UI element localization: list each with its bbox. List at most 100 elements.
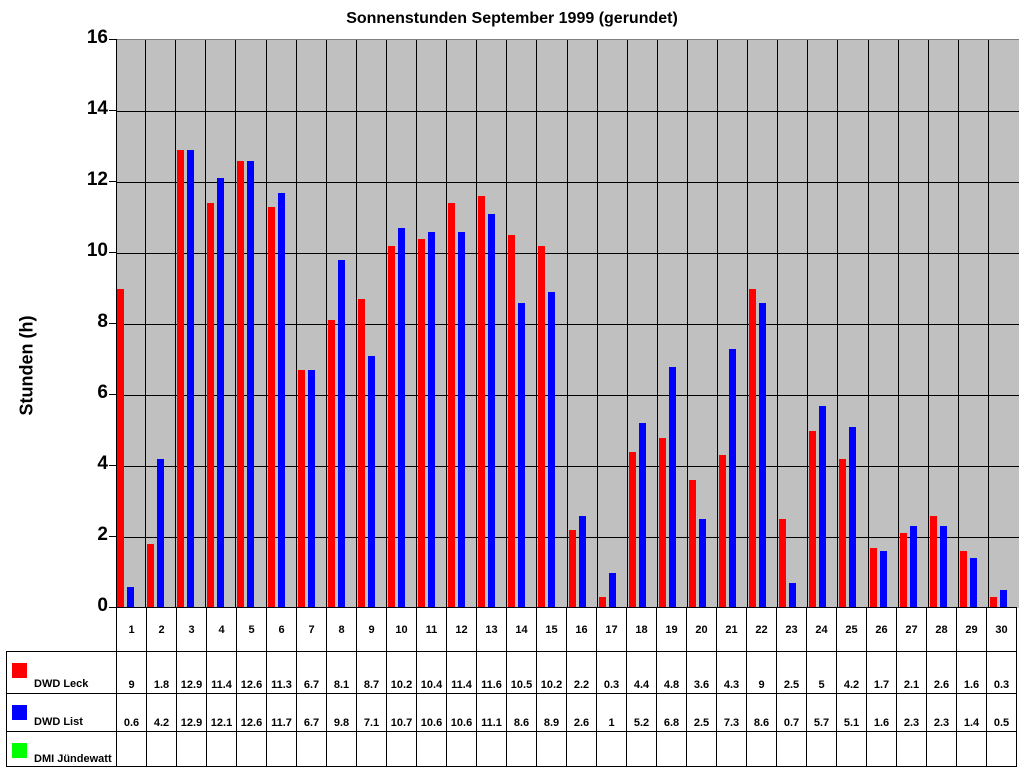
gridline-vertical (235, 40, 237, 608)
bar-dwd-list-day-1 (127, 586, 134, 608)
gridline-vertical (596, 40, 598, 608)
data-cell (716, 731, 747, 767)
bar-dwd-list-day-6 (277, 192, 285, 608)
data-cell (296, 731, 327, 767)
bar-dwd-list-day-17 (608, 572, 616, 608)
bar-dwd-leck-day-10 (387, 245, 395, 608)
gridline-horizontal (116, 395, 1019, 396)
gridline-vertical (837, 40, 839, 608)
data-cell: 2.1 (896, 651, 927, 694)
gridline-vertical (506, 40, 508, 608)
data-cell: 11.4 (206, 651, 237, 694)
data-cell: 11.4 (446, 651, 477, 694)
category-label: 22 (746, 607, 777, 652)
data-cell (776, 731, 807, 767)
y-tick-mark (109, 465, 116, 466)
category-label: 7 (296, 607, 327, 652)
category-label: 9 (356, 607, 387, 652)
data-cell: 5 (806, 651, 837, 694)
bar-dwd-list-day-10 (397, 228, 405, 608)
data-cell (596, 731, 627, 767)
data-cell: 12.1 (206, 693, 237, 732)
bar-dwd-leck-day-13 (478, 196, 486, 608)
y-tick-label: 0 (97, 595, 108, 616)
data-cell: 10.7 (386, 693, 417, 732)
data-cell (446, 731, 477, 767)
category-label: 5 (236, 607, 267, 652)
data-cell: 10.2 (536, 651, 567, 694)
category-label: 1 (116, 607, 147, 652)
y-tick-mark (109, 394, 116, 395)
data-cell (626, 731, 657, 767)
data-cell (806, 731, 837, 767)
y-tick-mark (109, 181, 116, 182)
bar-dwd-leck-day-2 (147, 544, 155, 608)
data-cell (356, 731, 387, 767)
data-cell: 1.6 (956, 651, 987, 694)
bar-dwd-leck-day-27 (899, 533, 907, 608)
bar-dwd-list-day-26 (879, 551, 887, 608)
data-cell (506, 731, 537, 767)
gridline-vertical (265, 40, 267, 608)
data-cell (926, 731, 957, 767)
series-row-dmi-juendewatt: DMI Jündewatt (6, 731, 1017, 767)
data-cell: 2.3 (896, 693, 927, 732)
bar-dwd-list-day-5 (247, 160, 255, 608)
bar-dwd-leck-day-4 (207, 203, 215, 608)
bar-dwd-leck-day-25 (839, 458, 847, 608)
gridline-vertical (897, 40, 899, 608)
data-cell (986, 731, 1017, 767)
bar-dwd-list-day-29 (969, 558, 977, 608)
y-tick-label: 10 (86, 240, 108, 261)
bar-dwd-list-day-23 (789, 583, 797, 608)
bar-dwd-list-day-11 (428, 231, 435, 608)
gridline-vertical (145, 40, 147, 608)
category-label: 19 (656, 607, 687, 652)
data-cell (326, 731, 357, 767)
data-cell: 11.3 (266, 651, 297, 694)
data-cell (866, 731, 897, 767)
data-cell (206, 731, 237, 767)
gridline-vertical (536, 40, 538, 608)
data-cell: 2.6 (566, 693, 597, 732)
legend-swatch-blue (12, 705, 27, 720)
data-cell: 12.6 (236, 651, 267, 694)
gridline-horizontal (116, 111, 1019, 112)
category-label: 28 (926, 607, 957, 652)
data-cell: 1.4 (956, 693, 987, 732)
bar-dwd-leck-day-15 (538, 245, 546, 608)
data-cell (686, 731, 717, 767)
chart-title: Sonnenstunden September 1999 (gerundet) (346, 10, 678, 27)
data-cell: 5.7 (806, 693, 837, 732)
bar-dwd-list-day-9 (367, 355, 375, 608)
bar-dwd-leck-day-12 (448, 203, 456, 608)
category-label: 21 (716, 607, 747, 652)
data-cell: 7.3 (716, 693, 747, 732)
bar-dwd-list-day-18 (638, 423, 646, 608)
data-cell: 1.8 (146, 651, 177, 694)
category-label: 27 (896, 607, 927, 652)
data-cell: 2.3 (926, 693, 957, 732)
gridline-horizontal (116, 182, 1019, 183)
y-tick-label: 4 (97, 453, 108, 474)
gridline-horizontal (116, 253, 1019, 254)
bar-dwd-leck-day-24 (809, 430, 817, 608)
data-cell: 0.7 (776, 693, 807, 732)
category-label: 6 (266, 607, 297, 652)
gridline-vertical (987, 40, 989, 608)
data-cell: 1.7 (866, 651, 897, 694)
data-cell (896, 731, 927, 767)
bar-dwd-list-day-8 (337, 260, 345, 608)
category-label: 3 (176, 607, 207, 652)
y-tick-label: 2 (97, 524, 108, 545)
bar-dwd-list-day-30 (999, 590, 1007, 608)
data-cell: 10.6 (446, 693, 477, 732)
data-cell (416, 731, 447, 767)
bar-dwd-leck-day-18 (628, 451, 636, 608)
category-label: 10 (386, 607, 417, 652)
y-tick-mark (109, 323, 116, 324)
data-cell: 12.6 (236, 693, 267, 732)
legend-dwd-list: DWD List (6, 693, 117, 732)
data-cell: 0.5 (986, 693, 1017, 732)
data-cell (116, 731, 147, 767)
